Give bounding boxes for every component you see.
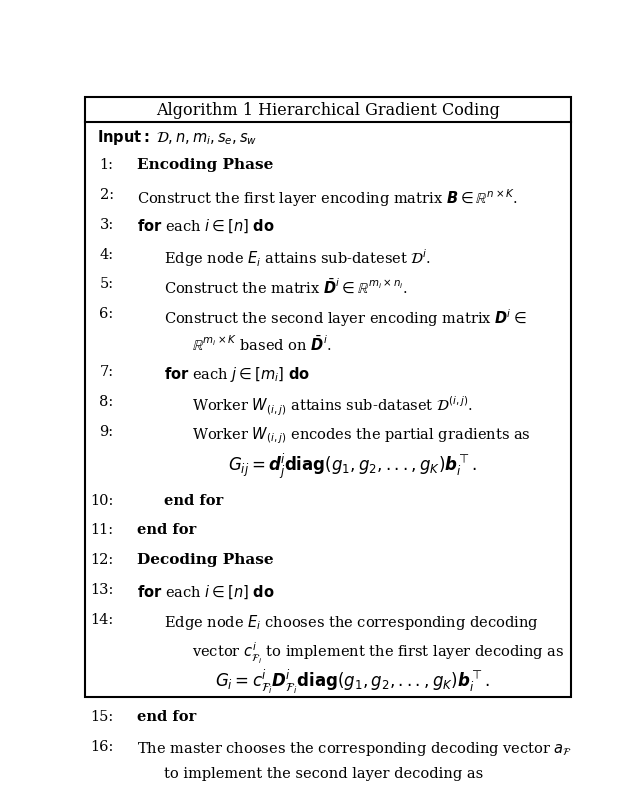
Text: 7:: 7:: [100, 365, 114, 379]
Text: 5:: 5:: [100, 278, 114, 291]
Text: 2:: 2:: [100, 187, 114, 201]
Text: Construct the matrix $\bar{\boldsymbol{D}}^i \in \mathbb{R}^{m_i \times n_i}$.: Construct the matrix $\bar{\boldsymbol{D…: [164, 278, 408, 296]
Text: Encoding Phase: Encoding Phase: [137, 157, 273, 172]
Text: $\mathbf{for}$ each $i \in [n]$ $\mathbf{do}$: $\mathbf{for}$ each $i \in [n]$ $\mathbf…: [137, 217, 275, 235]
Text: 12:: 12:: [90, 553, 114, 567]
Text: Worker $W_{(i,j)}$ attains sub-dataset $\mathcal{D}^{(i,j)}$.: Worker $W_{(i,j)}$ attains sub-dataset $…: [191, 395, 472, 418]
Text: vector $c^i_{\mathcal{F}_i}$ to implement the first layer decoding as: vector $c^i_{\mathcal{F}_i}$ to implemen…: [191, 641, 564, 666]
Text: $\mathbf{Input:}\; \mathcal{D}, n, m_i, s_e, s_w$: $\mathbf{Input:}\; \mathcal{D}, n, m_i, …: [97, 127, 257, 146]
Text: $\mathbb{R}^{m_i \times K}$ based on $\bar{\boldsymbol{D}}^i$.: $\mathbb{R}^{m_i \times K}$ based on $\b…: [191, 335, 331, 354]
Text: $G_{ij} = \boldsymbol{d}^i_j\mathbf{diag}(g_1, g_2, ..., g_K)\boldsymbol{b}_i^\t: $G_{ij} = \boldsymbol{d}^i_j\mathbf{diag…: [228, 452, 477, 481]
Text: Worker $W_{(i,j)}$ encodes the partial gradients as: Worker $W_{(i,j)}$ encodes the partial g…: [191, 425, 531, 445]
FancyBboxPatch shape: [85, 98, 571, 697]
Text: Construct the second layer encoding matrix $\boldsymbol{D}^i \in$: Construct the second layer encoding matr…: [164, 308, 527, 329]
Text: 6:: 6:: [99, 308, 114, 321]
Text: Edge node $E_i$ attains sub-dateset $\mathcal{D}^i$.: Edge node $E_i$ attains sub-dateset $\ma…: [164, 248, 431, 269]
Text: to implement the second layer decoding as: to implement the second layer decoding a…: [164, 767, 484, 781]
Text: $\mathbf{for}$ each $j \in [m_i]$ $\mathbf{do}$: $\mathbf{for}$ each $j \in [m_i]$ $\math…: [164, 365, 310, 384]
Text: Construct the first layer encoding matrix $\boldsymbol{B} \in \mathbb{R}^{n \tim: Construct the first layer encoding matri…: [137, 187, 518, 209]
Text: 8:: 8:: [99, 395, 114, 409]
Text: 4:: 4:: [100, 248, 114, 261]
Text: 3:: 3:: [99, 217, 114, 231]
Text: 13:: 13:: [90, 583, 114, 597]
Text: 1:: 1:: [100, 157, 114, 172]
Text: 10:: 10:: [90, 493, 114, 508]
Text: end for: end for: [137, 523, 196, 538]
Text: 14:: 14:: [90, 613, 114, 627]
Text: The master chooses the corresponding decoding vector $a_{\mathcal{F}}$: The master chooses the corresponding dec…: [137, 740, 572, 758]
Text: end for: end for: [164, 493, 223, 508]
Text: $\mathbf{for}$ each $i \in [n]$ $\mathbf{do}$: $\mathbf{for}$ each $i \in [n]$ $\mathbf…: [137, 583, 275, 600]
Text: 15:: 15:: [90, 710, 114, 723]
Text: end for: end for: [137, 710, 196, 723]
Text: Algorithm 1 Hierarchical Gradient Coding: Algorithm 1 Hierarchical Gradient Coding: [156, 102, 500, 119]
Text: 16:: 16:: [90, 740, 114, 753]
Text: 11:: 11:: [91, 523, 114, 538]
Text: Edge node $E_i$ chooses the corresponding decoding: Edge node $E_i$ chooses the correspondin…: [164, 613, 539, 632]
Text: $G_i = c^i_{\mathcal{F}_i}\boldsymbol{D}^i_{\mathcal{F}_i}\mathbf{diag}(g_1, g_2: $G_i = c^i_{\mathcal{F}_i}\boldsymbol{D}…: [215, 668, 490, 696]
Text: 9:: 9:: [100, 425, 114, 439]
Text: Decoding Phase: Decoding Phase: [137, 553, 274, 567]
